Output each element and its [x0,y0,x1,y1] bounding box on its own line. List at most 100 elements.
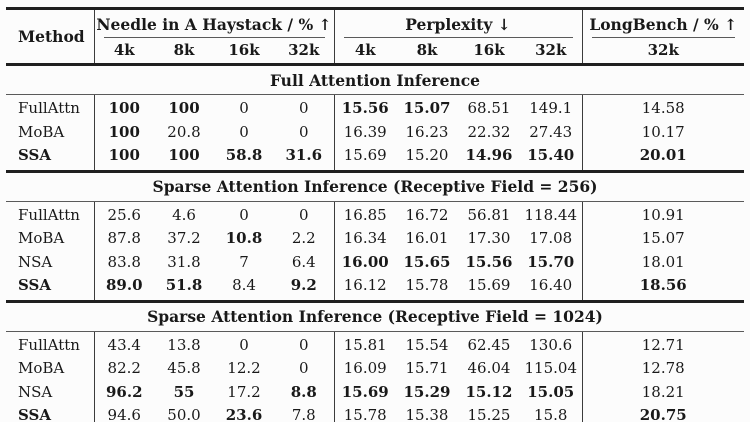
table-row: SSA 89.0 51.8 8.4 9.2 16.12 15.78 15.69 16.40 18.… [6,274,744,303]
value-cell: 15.07 [641,229,685,247]
value-cell: 94.6 [94,404,154,422]
value-cell: 15.71 [405,359,449,377]
method-cell: FullAttn [6,94,95,121]
value-cell: 15.05 [520,380,583,404]
value-cell: 20.01 [582,144,744,173]
subcol-ppl-8k: 8k [416,41,438,59]
section-title: Sparse Attention Inference (Receptive Fi… [6,301,744,332]
method-cell: MoBA [6,357,95,381]
value-cell: 46.04 [467,359,511,377]
subcol-niah-32k: 32k [274,38,335,65]
value-cell: 83.8 [107,252,141,271]
method-cell: SSA [6,274,95,303]
value-cell: 130.6 [520,331,583,357]
method-cell: SSA [6,144,95,173]
value-cell: 82.2 [107,359,141,377]
value-cell: 16.40 [520,274,583,303]
value-cell: 15.25 [458,404,520,422]
value-cell: 100 [108,99,140,117]
up-arrow-icon: ↑ [318,15,332,34]
value-cell: 0 [274,94,335,121]
value-cell: 15.81 [343,335,387,354]
value-cell: 149.1 [520,94,583,121]
value-cell: 100 [108,122,140,141]
value-cell: 51.8 [154,274,214,303]
value-cell: 15.78 [396,274,458,303]
value-cell: 15.29 [403,382,451,401]
section-title-row: Sparse Attention Inference (Receptive Fi… [6,171,744,202]
table-row: SSA 100 100 58.8 31.6 15.69 15.20 14.96 15.40 20.… [6,144,744,173]
group-underline-rule [591,37,735,38]
subcol-longbench-32k: 32k [647,41,679,59]
value-cell: 45.8 [167,359,201,377]
group-header-label: LongBench / % ↑ [583,10,745,37]
section-title-row: Full Attention Inference [6,64,744,95]
value-cell: 62.45 [467,335,511,354]
value-cell: 18.01 [641,252,685,271]
value-cell: 58.8 [214,144,274,173]
value-cell: 15.8 [520,404,583,422]
group-header-label: Perplexity ↓ [335,10,582,37]
value-cell: 16.01 [405,229,449,247]
table-row: MoBA 87.8 37.2 10.8 2.2 16.34 16.01 17.30 17.08 1… [6,227,744,251]
table-body: Full Attention Inference FullAttn 100 100 0 0… [6,64,744,422]
value-cell: 0 [274,331,335,357]
up-arrow-icon: ↑ [724,15,738,34]
subcol-ppl-16k: 16k [473,41,505,59]
value-cell: 16.72 [405,205,449,224]
value-cell: 100 [94,144,154,173]
method-cell: MoBA [6,120,95,144]
value-cell: 100 [168,99,200,117]
section-title: Full Attention Inference [6,64,744,95]
table-row: FullAttn 100 100 0 0 15.56 15.07 68.51 149.1 14.5… [6,94,744,121]
value-cell: 8.8 [274,380,335,404]
table-row: FullAttn 43.4 13.8 0 0 15.81 15.54 62.45 130.6 12… [6,331,744,357]
group-header-text: Needle in A Haystack / % [96,15,314,34]
value-cell: 0 [239,335,249,354]
value-cell: 15.38 [396,404,458,422]
value-cell: 56.81 [467,205,511,224]
value-cell: 12.78 [641,359,685,377]
value-cell: 23.6 [214,404,274,422]
method-cell: FullAttn [6,331,95,357]
value-cell: 118.44 [520,201,583,227]
method-cell: NSA [6,250,95,274]
value-cell: 4.6 [172,205,196,224]
group-header-row: Method Needle in A Haystack / % ↑ Perple… [6,8,745,65]
table-row: FullAttn 25.6 4.6 0 0 16.85 16.72 56.81 118.44 10… [6,201,744,227]
group-header-perplexity: Perplexity ↓ [334,8,583,38]
subcol-ppl-32k: 32k [520,38,583,65]
value-cell: 15.20 [396,144,458,173]
value-cell: 12.2 [227,359,261,377]
value-cell: 17.08 [520,227,583,251]
value-cell: 15.07 [403,99,451,117]
results-table: Method Needle in A Haystack / % ↑ Perple… [6,7,744,422]
group-header-needle-in-a-haystack: Needle in A Haystack / % ↑ [94,8,335,38]
value-cell: 37.2 [167,229,201,247]
value-cell: 68.51 [467,99,511,117]
section-title-row: Sparse Attention Inference (Receptive Fi… [6,301,744,332]
section-title: Sparse Attention Inference (Receptive Fi… [6,171,744,202]
value-cell: 15.40 [520,144,583,173]
value-cell: 15.69 [334,144,396,173]
value-cell: 0 [239,122,249,141]
value-cell: 0 [274,120,335,144]
value-cell: 15.54 [405,335,449,354]
value-cell: 0 [274,357,335,381]
method-cell: FullAttn [6,201,95,227]
value-cell: 12.71 [641,335,685,354]
down-arrow-icon: ↓ [497,15,511,34]
value-cell: 10.17 [641,122,685,141]
group-header-longbench: LongBench / % ↑ [582,9,745,38]
method-cell: MoBA [6,227,95,251]
value-cell: 7 [239,252,249,271]
value-cell: 13.8 [167,335,201,354]
table-row: SSA 94.6 50.0 23.6 7.8 15.78 15.38 15.25 15.8 20.… [6,404,744,422]
group-header-text: Perplexity [405,15,493,34]
value-cell: 0 [239,205,249,224]
value-cell: 9.2 [274,274,335,303]
value-cell: 50.0 [154,404,214,422]
value-cell: 15.69 [341,382,389,401]
value-cell: 43.4 [107,335,141,354]
